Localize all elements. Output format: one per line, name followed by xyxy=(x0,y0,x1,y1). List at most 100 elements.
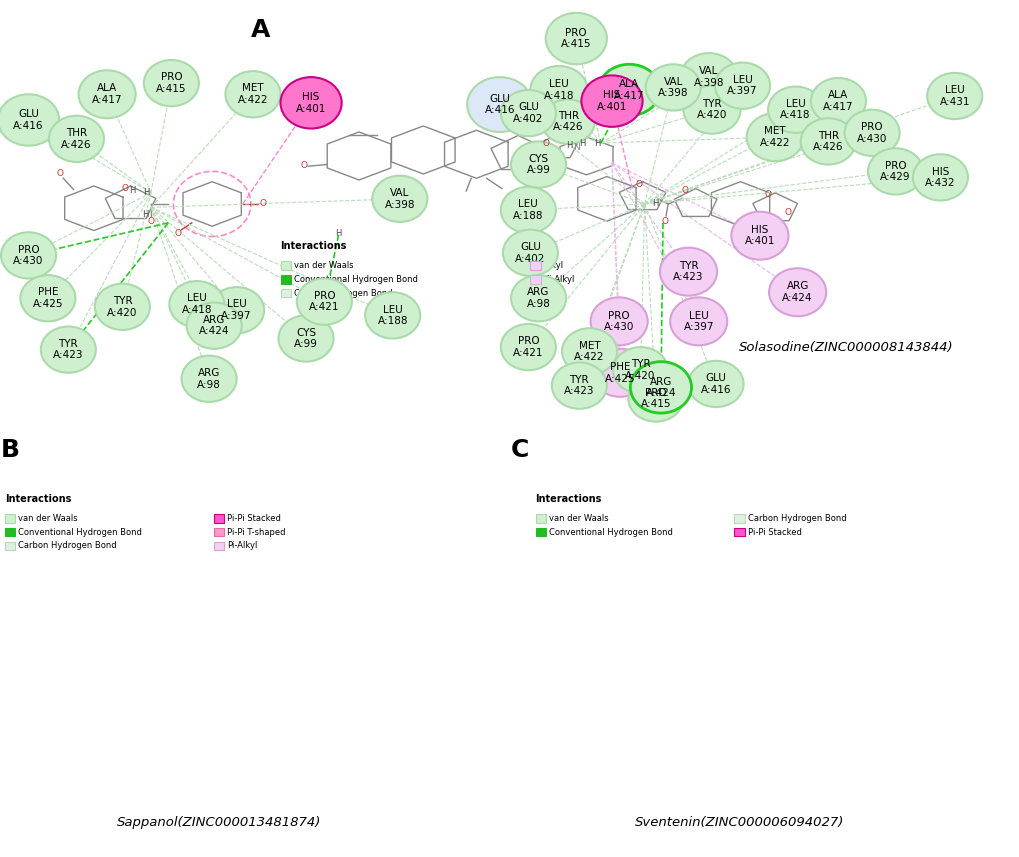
Circle shape xyxy=(645,64,700,111)
Circle shape xyxy=(590,297,647,345)
Bar xyxy=(530,275,540,284)
Text: MET
A:422: MET A:422 xyxy=(759,126,790,148)
Text: van der Waals: van der Waals xyxy=(18,514,77,523)
Text: Solasodine(ZINC000008143844): Solasodine(ZINC000008143844) xyxy=(739,340,953,354)
Text: van der Waals: van der Waals xyxy=(548,514,607,523)
Circle shape xyxy=(800,118,855,165)
Text: ARG
A:424: ARG A:424 xyxy=(645,376,676,399)
Circle shape xyxy=(500,324,555,370)
Circle shape xyxy=(581,75,642,127)
Circle shape xyxy=(95,284,150,330)
Text: Conventional Hydrogen Bond: Conventional Hydrogen Bond xyxy=(548,528,672,536)
Text: TYR
A:423: TYR A:423 xyxy=(564,375,594,397)
Circle shape xyxy=(297,279,352,325)
Text: MET
A:422: MET A:422 xyxy=(237,83,268,105)
Text: HIS
A:401: HIS A:401 xyxy=(596,90,627,112)
Text: LEU
A:397: LEU A:397 xyxy=(221,299,252,321)
Text: C: C xyxy=(511,438,529,462)
Text: O: O xyxy=(661,217,667,225)
Text: PHE
A:425: PHE A:425 xyxy=(33,287,63,309)
Text: LEU
A:397: LEU A:397 xyxy=(727,75,757,97)
Text: GLU
A:416: GLU A:416 xyxy=(13,109,44,131)
Text: H: H xyxy=(142,210,148,219)
Circle shape xyxy=(541,99,594,144)
Text: PRO
A:430: PRO A:430 xyxy=(603,310,634,333)
Text: VAL
A:398: VAL A:398 xyxy=(693,66,723,88)
Text: PRO
A:415: PRO A:415 xyxy=(156,72,186,94)
Circle shape xyxy=(628,375,683,422)
Circle shape xyxy=(181,356,236,402)
Text: PHE
A:425: PHE A:425 xyxy=(604,362,635,384)
Text: N: N xyxy=(573,143,579,152)
Circle shape xyxy=(545,13,606,64)
Text: GLU
A:416: GLU A:416 xyxy=(484,93,515,116)
Text: H: H xyxy=(594,140,600,148)
Circle shape xyxy=(810,78,865,124)
Circle shape xyxy=(551,363,606,409)
Text: O: O xyxy=(57,170,63,178)
Text: PRO
A:421: PRO A:421 xyxy=(513,336,543,358)
Text: Carbon Hydrogen Bond: Carbon Hydrogen Bond xyxy=(18,542,117,550)
Text: ARG
A:98: ARG A:98 xyxy=(526,287,550,309)
Circle shape xyxy=(844,110,899,156)
Text: O: O xyxy=(635,180,641,189)
Text: H: H xyxy=(129,186,136,195)
Circle shape xyxy=(186,303,242,349)
Text: TYR
A:420: TYR A:420 xyxy=(107,296,138,318)
Bar xyxy=(734,514,744,523)
Text: O: O xyxy=(260,200,266,208)
Text: H: H xyxy=(566,141,572,150)
Circle shape xyxy=(49,116,104,162)
Text: CYS
A:99: CYS A:99 xyxy=(293,327,318,350)
Circle shape xyxy=(169,281,224,327)
Text: O: O xyxy=(764,190,770,199)
Circle shape xyxy=(41,327,96,373)
Text: TYR
A:420: TYR A:420 xyxy=(625,359,655,381)
Circle shape xyxy=(500,90,555,136)
Text: A: A xyxy=(251,18,269,42)
Bar xyxy=(5,528,15,536)
Text: ARG
A:424: ARG A:424 xyxy=(199,315,229,337)
Text: ARG
A:424: ARG A:424 xyxy=(782,281,812,303)
Text: H: H xyxy=(651,200,657,208)
Text: Pi-Alkyl: Pi-Alkyl xyxy=(227,542,258,550)
Text: TYR
A:420: TYR A:420 xyxy=(696,99,727,121)
Text: O: O xyxy=(122,184,128,193)
Text: VAL
A:398: VAL A:398 xyxy=(384,188,415,210)
Text: Interactions: Interactions xyxy=(280,241,346,251)
Text: Conventional Hydrogen Bond: Conventional Hydrogen Bond xyxy=(293,275,417,284)
Bar xyxy=(5,542,15,550)
Text: ALA
A:417: ALA A:417 xyxy=(822,90,853,112)
Text: H: H xyxy=(579,139,585,147)
Text: MET
A:422: MET A:422 xyxy=(574,340,604,363)
Text: VAL
A:398: VAL A:398 xyxy=(657,76,688,99)
Circle shape xyxy=(669,297,727,345)
Text: LEU
A:418: LEU A:418 xyxy=(780,99,810,121)
Text: O: O xyxy=(542,139,548,147)
Text: Carbon Hydrogen Bond: Carbon Hydrogen Bond xyxy=(747,514,846,523)
Circle shape xyxy=(767,87,822,133)
Circle shape xyxy=(714,63,769,109)
Text: Pi-Alkyl: Pi-Alkyl xyxy=(543,275,574,284)
Text: TYR
A:423: TYR A:423 xyxy=(673,261,703,283)
Bar xyxy=(214,542,224,550)
Text: H: H xyxy=(335,229,341,237)
Text: PRO
A:430: PRO A:430 xyxy=(13,244,44,267)
Text: Carbon Hydrogen Bond: Carbon Hydrogen Bond xyxy=(293,289,392,297)
Circle shape xyxy=(144,60,199,106)
Circle shape xyxy=(530,66,587,114)
Circle shape xyxy=(365,292,420,339)
Circle shape xyxy=(467,77,532,132)
Text: PRO
A:430: PRO A:430 xyxy=(856,122,887,144)
Text: Sappanol(ZINC000013481874): Sappanol(ZINC000013481874) xyxy=(117,816,321,830)
Circle shape xyxy=(591,349,648,397)
Circle shape xyxy=(867,148,922,195)
Text: B: B xyxy=(1,438,19,462)
Circle shape xyxy=(500,187,555,233)
Text: HIS
A:432: HIS A:432 xyxy=(924,166,955,189)
Circle shape xyxy=(225,71,280,117)
Text: HIS
A:401: HIS A:401 xyxy=(744,225,774,247)
Bar xyxy=(214,514,224,523)
Text: TYR
A:423: TYR A:423 xyxy=(53,339,84,361)
Text: Pi-Pi T-shaped: Pi-Pi T-shaped xyxy=(227,528,285,536)
